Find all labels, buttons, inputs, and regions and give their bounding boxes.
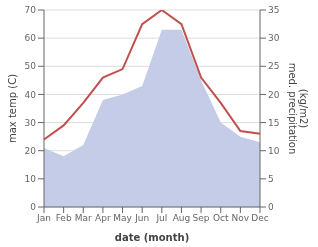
svg-text:med. precipitation(kg/m2): med. precipitation(kg/m2) xyxy=(288,63,310,155)
svg-text:0: 0 xyxy=(30,202,36,212)
svg-text:May: May xyxy=(113,213,132,223)
svg-text:15: 15 xyxy=(268,118,279,128)
svg-text:Mar: Mar xyxy=(75,213,92,223)
svg-text:35: 35 xyxy=(268,5,279,15)
svg-text:50: 50 xyxy=(25,61,37,71)
svg-text:Aug: Aug xyxy=(173,213,191,223)
svg-text:Dec: Dec xyxy=(251,213,268,223)
svg-text:5: 5 xyxy=(268,174,274,184)
svg-text:Nov: Nov xyxy=(232,213,250,223)
svg-text:date (month): date (month) xyxy=(115,232,189,243)
svg-text:10: 10 xyxy=(25,174,37,184)
svg-text:Sep: Sep xyxy=(193,213,210,223)
svg-text:25: 25 xyxy=(268,61,279,71)
svg-text:max temp (C): max temp (C) xyxy=(8,74,18,143)
svg-text:30: 30 xyxy=(25,118,37,128)
svg-text:60: 60 xyxy=(25,33,37,43)
svg-text:70: 70 xyxy=(25,5,37,15)
svg-text:10: 10 xyxy=(268,146,280,156)
svg-text:20: 20 xyxy=(268,90,280,100)
svg-text:Apr: Apr xyxy=(95,213,111,223)
svg-text:Feb: Feb xyxy=(56,213,72,223)
svg-text:Oct: Oct xyxy=(213,213,229,223)
svg-text:Jun: Jun xyxy=(134,213,149,223)
svg-text:Jul: Jul xyxy=(155,213,167,223)
svg-text:30: 30 xyxy=(268,33,280,43)
svg-text:40: 40 xyxy=(25,90,37,100)
svg-text:Jan: Jan xyxy=(36,213,51,223)
svg-text:20: 20 xyxy=(25,146,37,156)
svg-text:0: 0 xyxy=(268,202,274,212)
